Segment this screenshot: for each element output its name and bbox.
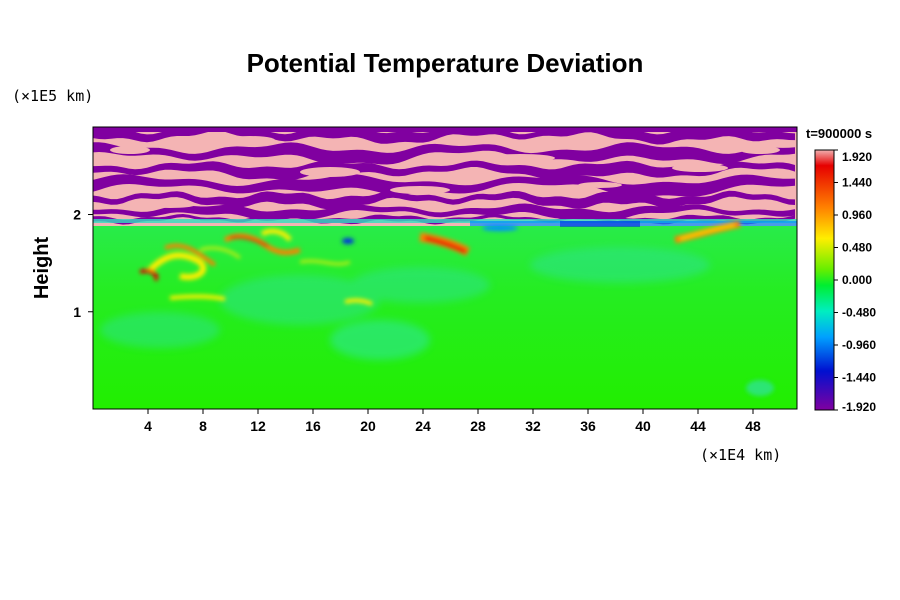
- y-axis-ticks: 12: [73, 207, 93, 320]
- pink-patch: [300, 167, 360, 177]
- pink-patch: [578, 182, 622, 188]
- x-axis-unit: (×1E4 km): [700, 446, 781, 464]
- time-label: t=900000 s: [806, 126, 872, 141]
- pink-patch: [110, 146, 150, 154]
- colorbar-tick-label: 1.920: [842, 150, 872, 164]
- x-tick-label: 20: [360, 418, 376, 434]
- x-tick-label: 8: [199, 418, 207, 434]
- pink-patch: [485, 154, 555, 162]
- upper-bands: [93, 127, 797, 225]
- x-tick-label: 44: [690, 418, 706, 434]
- lower-cyan-patches: [100, 247, 710, 360]
- colorbar-tick-label: 0.960: [842, 208, 872, 222]
- purple-band: [93, 190, 795, 210]
- purple-band: [93, 142, 795, 165]
- colorbar-tick-label: -0.960: [842, 338, 876, 352]
- heatmap-field: [93, 127, 797, 409]
- pink-patch: [390, 186, 450, 194]
- purple-band: [93, 160, 795, 181]
- colorbar-tick-label: -1.440: [842, 371, 876, 385]
- colorbar-tick-label: -0.480: [842, 306, 876, 320]
- x-tick-label: 48: [745, 418, 761, 434]
- colorbar-tick-label: 0.000: [842, 273, 872, 287]
- colorbar: [814, 149, 835, 411]
- y-tick-label: 2: [73, 207, 81, 223]
- x-axis-ticks: 4 8 12 16 20 24 28 32 36 40 44 48: [144, 409, 761, 434]
- colorbar-tick-label: -1.920: [842, 400, 876, 414]
- plot-frame: [92, 126, 798, 410]
- cool-spots: [342, 225, 774, 396]
- pink-patch: [740, 146, 780, 154]
- y-tick-label: 1: [73, 304, 81, 320]
- warm-features: [139, 220, 741, 306]
- x-tick-label: 28: [470, 418, 486, 434]
- colorbar-tick-label: 0.480: [842, 241, 872, 255]
- purple-band: [93, 174, 795, 198]
- colorbar-tick-label: 1.440: [842, 176, 872, 190]
- x-tick-label: 24: [415, 418, 431, 434]
- x-tick-label: 40: [635, 418, 651, 434]
- colorbar-ticks: 1.920 1.440 0.960 0.480 0.000 -0.480 -0.960 -1.…: [834, 149, 876, 414]
- x-tick-label: 12: [250, 418, 266, 434]
- x-tick-label: 16: [305, 418, 321, 434]
- pink-patch: [145, 202, 195, 208]
- x-tick-label: 36: [580, 418, 596, 434]
- x-tick-label: 32: [525, 418, 541, 434]
- interface-fringe: [93, 219, 797, 227]
- y-axis-label: Height: [31, 237, 53, 300]
- x-tick-label: 4: [144, 418, 152, 434]
- pink-patch: [672, 164, 728, 172]
- pink-patch: [225, 136, 275, 144]
- purple-band: [93, 127, 797, 132]
- y-axis-unit: (×1E5 km): [12, 87, 93, 105]
- chart-title: Potential Temperature Deviation: [247, 48, 644, 78]
